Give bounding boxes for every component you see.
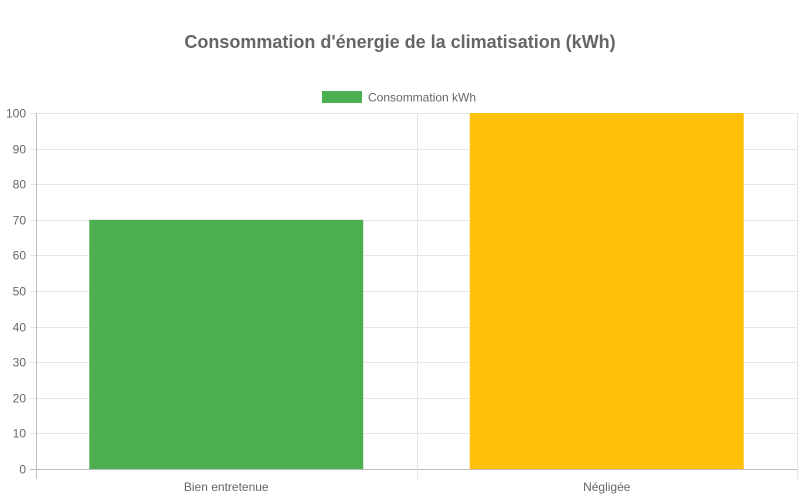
y-tick-label: 70 [13, 214, 27, 228]
bar-layer [89, 113, 744, 469]
y-tick-label: 60 [13, 249, 27, 263]
y-tick-label: 100 [6, 107, 26, 121]
chart-title: Consommation d'énergie de la climatisati… [184, 32, 615, 52]
axis-layer: 0 10 20 30 40 50 60 70 80 90 100 Bien entretenue Nég… [6, 107, 631, 495]
x-tick-label: Bien entretenue [184, 480, 269, 494]
y-tick-label: 80 [13, 178, 27, 192]
x-tick-label: Négligée [583, 480, 631, 494]
legend[interactable]: Consommation kWh [322, 91, 476, 105]
legend-swatch [322, 91, 362, 103]
y-tick-label: 0 [19, 463, 26, 477]
y-tick-label: 40 [13, 321, 27, 335]
bar-0 [89, 219, 364, 469]
legend-label: Consommation kWh [368, 91, 476, 105]
y-tick-label: 30 [13, 356, 27, 370]
y-tick-label: 50 [13, 285, 27, 299]
y-tick-label: 10 [13, 427, 27, 441]
y-tick-label: 20 [13, 392, 27, 406]
bar-1 [469, 113, 744, 469]
y-tick-label: 90 [13, 143, 27, 157]
